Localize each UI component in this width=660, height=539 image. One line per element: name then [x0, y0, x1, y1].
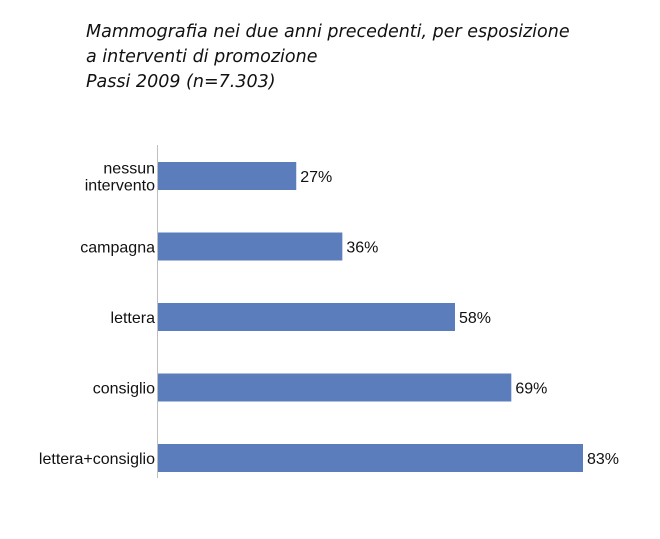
category-label-2: lettera — [111, 310, 156, 327]
chart-title-line-2: a interventi di promozione — [86, 47, 318, 67]
bar-1 — [158, 232, 343, 261]
value-label-3: 69% — [515, 381, 547, 398]
bar-4 — [158, 444, 583, 472]
bar-2 — [158, 303, 455, 331]
chart-title-line-1: Mammografia nei due anni precedenti, per… — [86, 22, 570, 42]
chart-title-line-3: Passi 2009 (n=7.303) — [86, 72, 276, 92]
value-label-1: 36% — [346, 240, 378, 257]
category-label-0-line-1: intervento — [85, 178, 155, 195]
category-label-4: lettera+consiglio — [39, 451, 155, 468]
chart-title: Mammografia nei due anni precedenti, per… — [86, 20, 646, 95]
category-label-1: campagna — [80, 240, 155, 257]
value-label-2: 58% — [459, 310, 491, 327]
category-label-0-line-0: nessun — [103, 161, 155, 178]
bar-3 — [158, 373, 512, 402]
value-label-4: 83% — [587, 451, 619, 468]
value-label-0: 27% — [300, 169, 332, 186]
bar-0 — [158, 162, 297, 190]
category-label-3: consiglio — [93, 381, 155, 398]
